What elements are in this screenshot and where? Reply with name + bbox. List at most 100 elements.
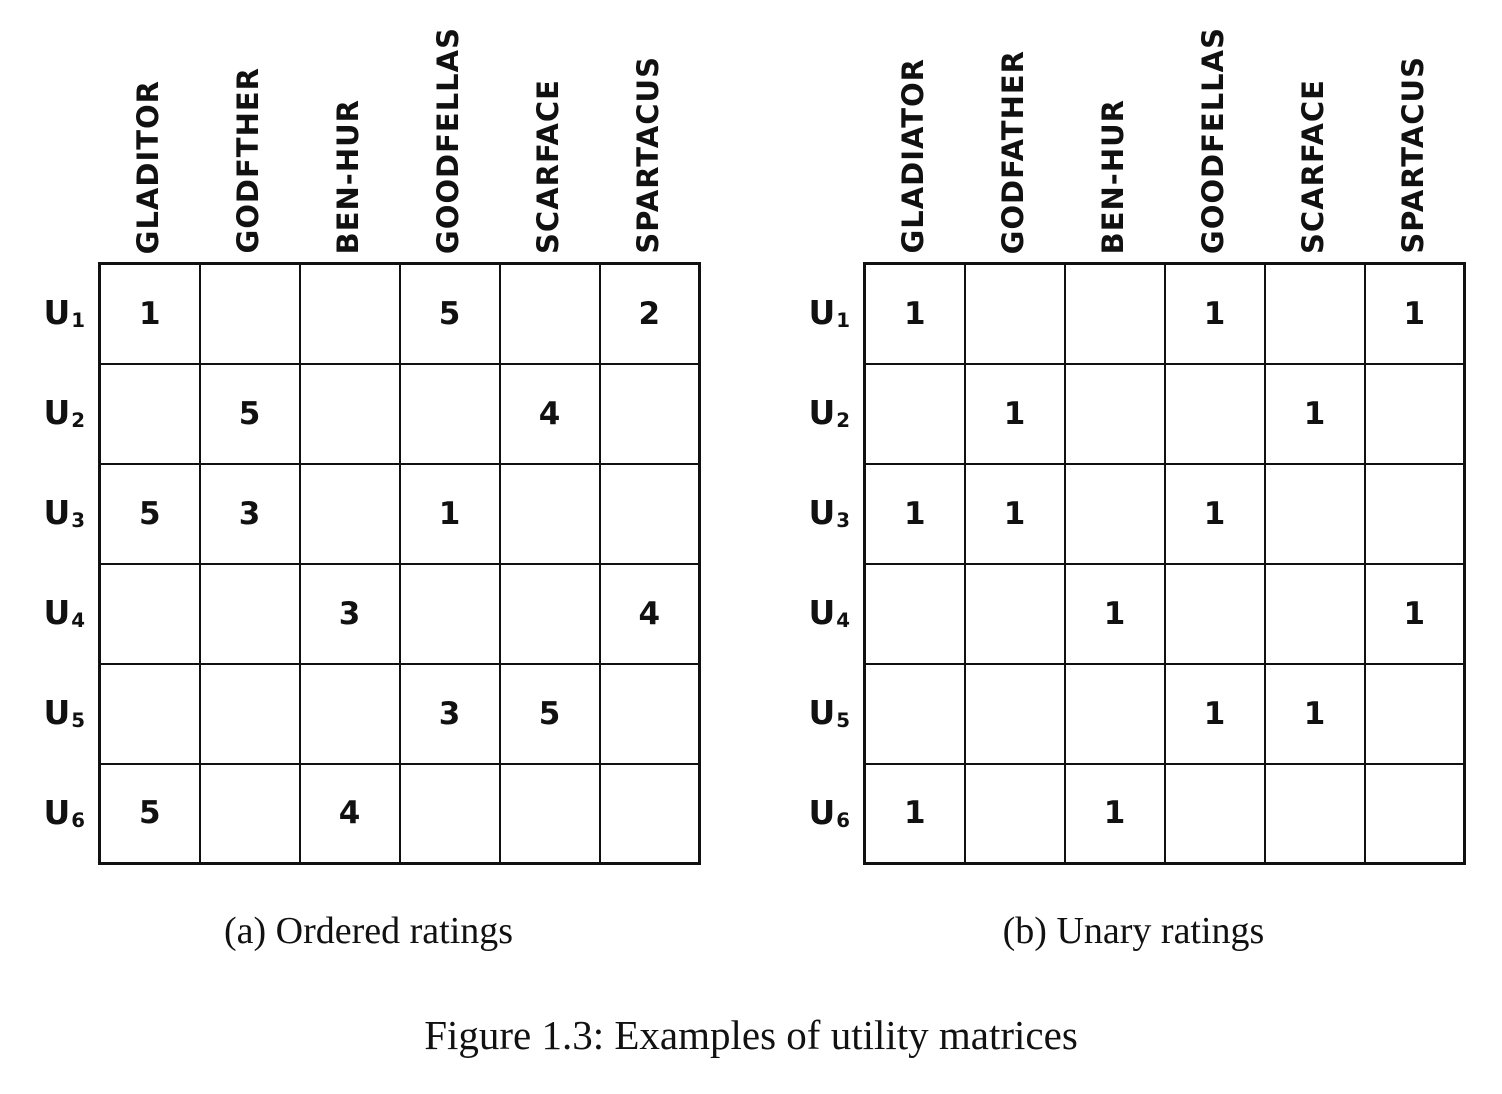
column-header-goodfellas: GOODFELLAS: [431, 26, 465, 254]
matrix-cell: 5: [498, 662, 601, 765]
matrix-cell: [1363, 662, 1466, 765]
matrix-cell: [1163, 362, 1266, 465]
matrix-cell: 5: [98, 762, 201, 865]
matrix-cell: [398, 762, 501, 865]
column-header-godfather: GODFATHER: [996, 49, 1030, 254]
matrix-cell: [1063, 462, 1166, 565]
matrix-cell: [1363, 362, 1466, 465]
table-row: 5 4: [98, 762, 701, 865]
matrix-cell: 1: [963, 362, 1066, 465]
matrix-cell: [963, 262, 1066, 365]
matrix-cell: [1363, 462, 1466, 565]
matrix-cell: 3: [298, 562, 401, 665]
matrix-cell: 1: [1263, 362, 1366, 465]
matrix-cell: [1263, 462, 1366, 565]
matrix-cell: [1163, 562, 1266, 665]
utility-matrix-b: 1 1 1 1 1: [863, 262, 1466, 865]
matrix-cell: [598, 362, 701, 465]
matrix-cell: [398, 562, 501, 665]
matrix-cell: 1: [1263, 662, 1366, 765]
matrix-cell: [1163, 762, 1266, 865]
matrix-cell: [98, 562, 201, 665]
matrix-cell: 1: [1363, 262, 1466, 365]
matrix-cell: [298, 262, 401, 365]
matrix-cell: [198, 262, 301, 365]
table-row: 1 1: [863, 662, 1466, 765]
figure-caption: Figure 1.3: Examples of utility matrices: [424, 1012, 1078, 1058]
matrix-cell: [863, 662, 966, 765]
matrix-cell: [198, 762, 301, 865]
matrix-cell: [98, 662, 201, 765]
matrix-cell: [863, 562, 966, 665]
matrix-cell: [863, 362, 966, 465]
matrix-cell: [1263, 562, 1366, 665]
matrix-cell: 2: [598, 262, 701, 365]
column-header-spartacus: SPARTACUS: [1396, 56, 1430, 254]
column-header-gladitor: GLADITOR: [131, 79, 165, 254]
matrix-cell: [198, 562, 301, 665]
matrix-cell: [1063, 662, 1166, 765]
matrix-cell: 5: [98, 462, 201, 565]
panel-b: GLADIATOR GODFATHER BEN-HUR GOODFELLAS S…: [801, 27, 1466, 953]
matrix-cell: [1263, 762, 1366, 865]
matrix-cell: 1: [1163, 662, 1266, 765]
matrix-cell: [298, 362, 401, 465]
matrix-cell: [1063, 262, 1166, 365]
utility-matrix-a: 1 5 2 5 4: [98, 262, 701, 865]
matrix-cell: 5: [198, 362, 301, 465]
matrix-cell: 1: [1063, 762, 1166, 865]
matrix-cell: [598, 662, 701, 765]
matrix-cell: 4: [498, 362, 601, 465]
panels: GLADITOR GODFTHER BEN-HUR GOODFELLAS SCA…: [36, 26, 1466, 953]
panel-b-header-row: GLADIATOR GODFATHER BEN-HUR GOODFELLAS S…: [801, 27, 1466, 262]
matrix-cell: 1: [1163, 462, 1266, 565]
matrix-cell: [298, 462, 401, 565]
table-row: 1 1 1: [863, 462, 1466, 565]
column-header-godfther: GODFTHER: [231, 67, 265, 254]
matrix-cell: [598, 762, 701, 865]
matrix-cell: [498, 562, 601, 665]
matrix-cell: 4: [298, 762, 401, 865]
matrix-cell: 1: [398, 462, 501, 565]
column-header-gladiator: GLADIATOR: [896, 58, 930, 254]
matrix-cell: [298, 662, 401, 765]
column-header-scarface: SCARFACE: [1296, 79, 1330, 254]
matrix-cell: 3: [198, 462, 301, 565]
matrix-cell: 1: [1063, 562, 1166, 665]
matrix-cell: 1: [98, 262, 201, 365]
matrix-cell: [498, 262, 601, 365]
table-row: 5 4: [98, 362, 701, 465]
matrix-cell: [963, 662, 1066, 765]
matrix-cell: 1: [963, 462, 1066, 565]
table-row: 3 4: [98, 562, 701, 665]
table-row: 1 1 1: [863, 262, 1466, 365]
table-row: 1 1: [863, 362, 1466, 465]
matrix-cell: [963, 762, 1066, 865]
corner-spacer: [36, 38, 98, 262]
table-row: 1 5 2: [98, 262, 701, 365]
column-header-ben-hur: BEN-HUR: [1096, 98, 1130, 254]
column-header-ben-hur: BEN-HUR: [331, 98, 365, 254]
matrix-cell: [498, 762, 601, 865]
panel-a-header-row: GLADITOR GODFTHER BEN-HUR GOODFELLAS SCA…: [36, 26, 701, 262]
matrix-cell: 1: [1163, 262, 1266, 365]
matrix-cell: 1: [863, 262, 966, 365]
matrix-cell: [1263, 262, 1366, 365]
table-row: 1 1: [863, 762, 1466, 865]
matrix-cell: [198, 662, 301, 765]
matrix-cell: [963, 562, 1066, 665]
matrix-cell: 3: [398, 662, 501, 765]
matrix-cell: 1: [863, 462, 966, 565]
